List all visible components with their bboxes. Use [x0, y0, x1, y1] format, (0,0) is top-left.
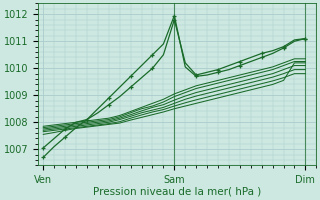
X-axis label: Pression niveau de la mer( hPa ): Pression niveau de la mer( hPa ) [93, 187, 261, 197]
